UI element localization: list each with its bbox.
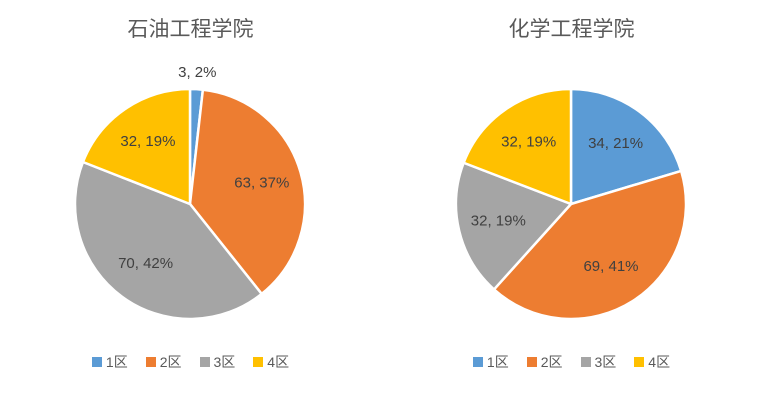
legend-swatch-icon [91,357,102,367]
pie-data-label-1区: 34, 21% [588,135,643,152]
legend-item-2区: 2区 [526,352,563,372]
pie-chart-chemical: 化学工程学院 34, 21% 69, 41% 32, 19% 32, 19% 1区 2区… [381,0,762,408]
pie-data-label-2区: 69, 41% [583,258,638,275]
legend-swatch-icon [253,357,264,367]
pie-chart-petroleum: 石油工程学院 3, 2% 63, 37% 70, 42% 32, 19% 1区 2区 3区… [0,0,381,408]
pie-slice-2区 [188,88,307,296]
legend-item-3区: 3区 [580,352,617,372]
legend-label: 2区 [540,354,563,370]
legend-swatch-icon [472,357,483,367]
legend-item-1区: 1区 [91,352,128,372]
pie-slice-4区 [81,87,192,206]
pie-data-label-3区: 32, 19% [471,212,526,229]
legend-label: 1区 [486,354,509,370]
legend-label: 3区 [594,354,617,370]
pie-data-label-1区: 3, 2% [178,64,216,81]
pie-slice-3区 [454,161,573,291]
legend-label: 4区 [267,354,290,370]
pie-data-label-2区: 63, 37% [234,174,289,191]
legend-label: 3区 [213,354,236,370]
pie-svg-petroleum: 3, 2% 63, 37% 70, 42% 32, 19% [73,64,307,321]
pie-slice-4区 [462,87,573,206]
legend-label: 4区 [648,354,671,370]
legend-label: 1区 [105,354,128,370]
legend-swatch-icon [634,357,645,367]
chart-title-petroleum: 石油工程学院 [127,18,254,41]
pie-slice-3区 [73,160,263,321]
legend-item-4区: 4区 [253,352,289,372]
pie-slice-1区 [569,87,683,206]
legend-petroleum: 1区 2区 3区 4区 [91,352,289,372]
legend-item-3区: 3区 [199,352,236,372]
legend-swatch-icon [199,357,210,367]
legend-swatch-icon [580,357,591,367]
pie-data-label-3区: 70, 42% [118,255,173,272]
legend-swatch-icon [526,357,537,367]
pie-svg-chemical: 34, 21% 69, 41% 32, 19% 32, 19% [454,87,688,321]
legend-chemical: 1区 2区 3区 4区 [472,352,670,372]
chart-title-chemical: 化学工程学院 [508,18,635,41]
legend-item-1区: 1区 [472,352,509,372]
pie-data-label-4区: 32, 19% [501,133,556,150]
legend-label: 2区 [159,354,182,370]
legend-item-2区: 2区 [145,352,182,372]
pie-data-label-4区: 32, 19% [120,133,175,150]
legend-item-4区: 4区 [634,352,670,372]
legend-swatch-icon [145,357,156,367]
pie-slice-2区 [492,169,688,321]
